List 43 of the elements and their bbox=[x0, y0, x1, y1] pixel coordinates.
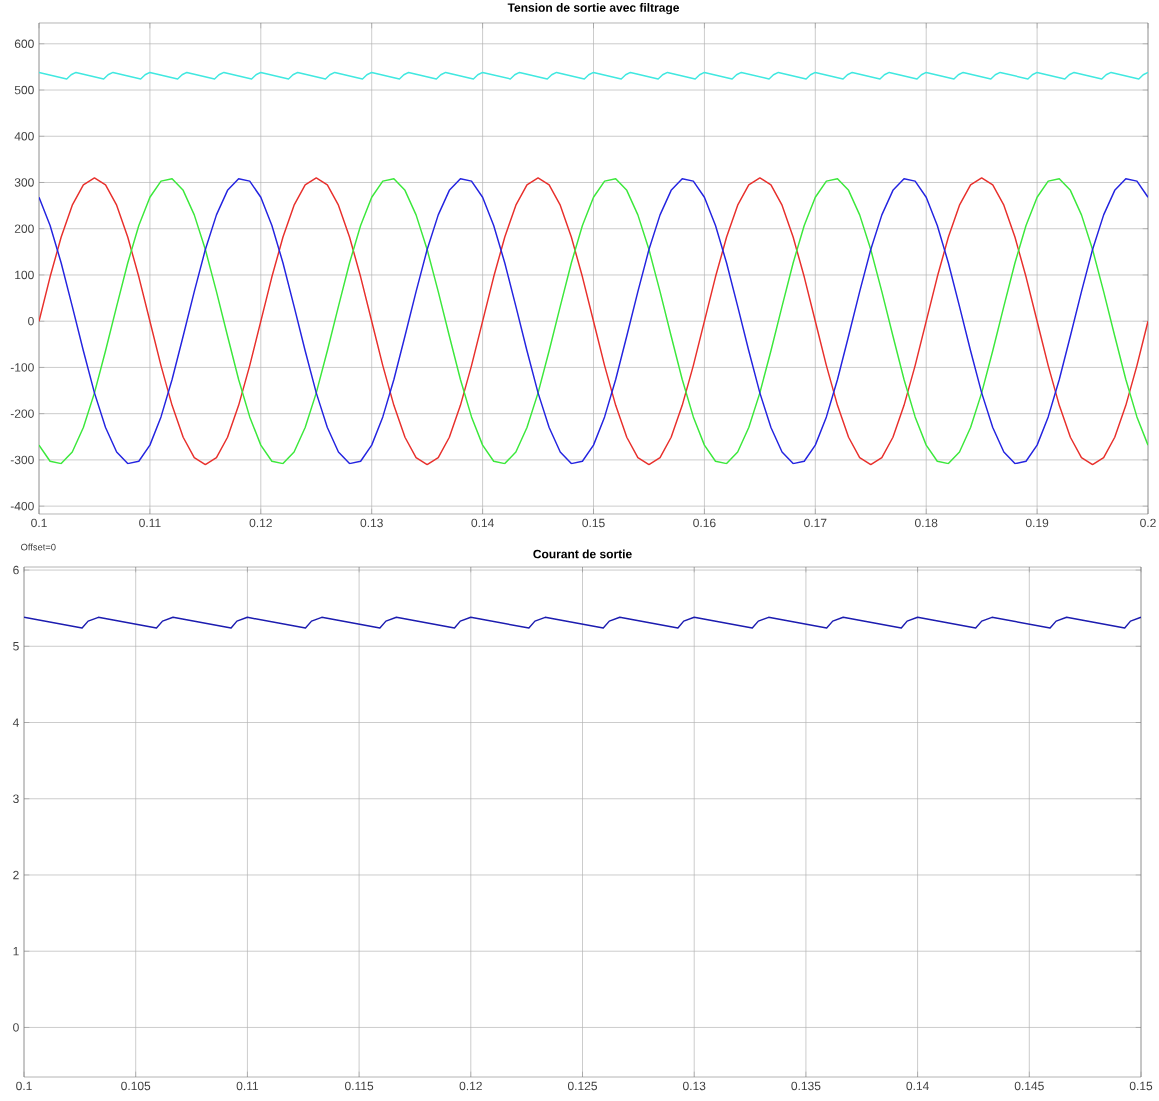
y-tick-label: 200 bbox=[14, 224, 34, 233]
x-tick-label: 0.16 bbox=[693, 518, 716, 528]
chart-title: Tension de sortie avec filtrage bbox=[507, 3, 680, 15]
y-tick-label: 400 bbox=[14, 132, 34, 141]
y-tick-label: 500 bbox=[14, 85, 34, 95]
x-tick-label: 0.13 bbox=[360, 518, 383, 528]
y-tick-label: 3 bbox=[13, 794, 19, 803]
x-tick-label: 0.105 bbox=[121, 1081, 151, 1091]
x-tick-label: 0.19 bbox=[1025, 518, 1049, 528]
y-tick-label: 100 bbox=[15, 270, 34, 280]
y-tick-label: 0 bbox=[13, 1023, 19, 1032]
chart-title: Courant de sortie bbox=[533, 549, 632, 559]
x-tick-label: 0.2 bbox=[1140, 518, 1156, 528]
x-tick-label: 0.13 bbox=[682, 1081, 706, 1091]
text: Offset=0 bbox=[21, 543, 56, 551]
x-tick-label: 0.1 bbox=[31, 518, 47, 528]
y-tick-label: -100 bbox=[10, 363, 34, 372]
x-tick-label: 0.125 bbox=[567, 1081, 598, 1091]
x-tick-label: 0.15 bbox=[582, 518, 605, 528]
x-tick-label: 0.11 bbox=[236, 1081, 259, 1091]
y-tick-label: 4 bbox=[12, 718, 19, 727]
y-tick-label: 600 bbox=[14, 39, 34, 49]
x-tick-label: 0.11 bbox=[139, 518, 161, 528]
x-tick-label: 0.145 bbox=[1014, 1081, 1044, 1091]
x-tick-label: 0.15 bbox=[1129, 1081, 1153, 1091]
y-tick-label: 0 bbox=[28, 316, 34, 326]
y-tick-label: 6 bbox=[13, 565, 19, 575]
x-tick-label: 0.18 bbox=[914, 518, 938, 528]
y-tick-label: 1 bbox=[13, 947, 19, 956]
y-tick-label: -200 bbox=[10, 409, 34, 418]
x-tick-label: 0.17 bbox=[804, 518, 827, 528]
x-tick-label: 0.1 bbox=[16, 1081, 32, 1091]
y-tick-label: -300 bbox=[10, 455, 34, 465]
x-tick-label: 0.14 bbox=[906, 1081, 929, 1091]
x-tick-label: 0.14 bbox=[471, 518, 494, 528]
y-tick-label: -400 bbox=[10, 501, 34, 511]
x-tick-label: 0.12 bbox=[249, 518, 272, 528]
y-tick-label: 2 bbox=[13, 870, 19, 880]
y-tick-label: 300 bbox=[14, 178, 34, 187]
x-tick-label: 0.12 bbox=[459, 1081, 482, 1091]
x-tick-label: 0.115 bbox=[345, 1081, 374, 1091]
x-tick-label: 0.135 bbox=[791, 1081, 821, 1091]
y-tick-label: 5 bbox=[13, 642, 19, 651]
